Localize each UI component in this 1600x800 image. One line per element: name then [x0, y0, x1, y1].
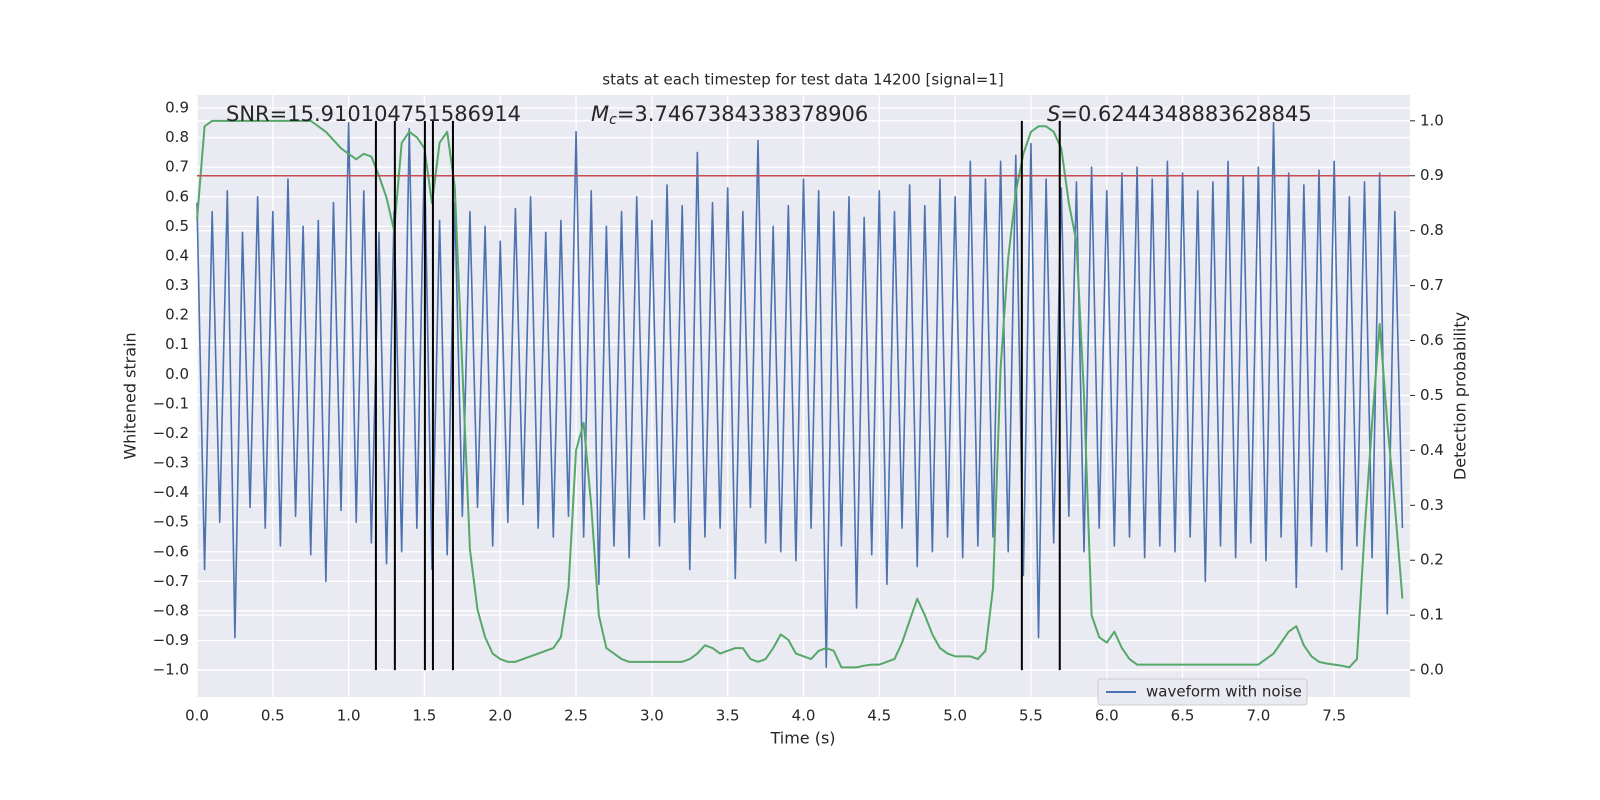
x-tick-label: 5.5: [1019, 707, 1043, 725]
x-tick-label: 7.5: [1322, 707, 1346, 725]
annotation-symbol: S: [1047, 102, 1060, 126]
y-tick-label: −0.2: [153, 424, 189, 442]
x-tick-label: 4.5: [867, 707, 891, 725]
y-tick-label: −0.3: [153, 454, 189, 472]
annotation-value: =3.7467384338378906: [617, 102, 868, 126]
y-tick-label: 0.0: [165, 365, 189, 383]
y-tick-label: −0.8: [153, 601, 189, 619]
chart-title: stats at each timestep for test data 142…: [602, 71, 1003, 89]
legend-label: waveform with noise: [1146, 683, 1302, 701]
y2-tick-label: 0.7: [1420, 276, 1444, 294]
y2-tick-label: 1.0: [1420, 111, 1444, 129]
annotation-symbol: M: [591, 102, 609, 126]
x-tick-label: 2.5: [564, 707, 588, 725]
x-tick-label: 7.0: [1246, 707, 1270, 725]
y2-tick-label: 0.6: [1420, 331, 1444, 349]
x-tick-label: 1.5: [413, 707, 437, 725]
x-tick-label: 0.0: [185, 707, 209, 725]
x-tick-label: 6.5: [1171, 707, 1195, 725]
x-tick-label: 5.0: [943, 707, 967, 725]
y-tick-label: 0.7: [165, 158, 189, 176]
y-tick-label: −0.7: [153, 572, 189, 590]
x-tick-label: 4.0: [792, 707, 816, 725]
x-tick-label: 3.5: [716, 707, 740, 725]
y2-tick-label: 0.4: [1420, 441, 1444, 459]
y-tick-label: 0.5: [165, 217, 189, 235]
y-tick-label: 0.9: [165, 99, 189, 117]
annotation-value: =0.6244348883628845: [1060, 102, 1311, 126]
series-line: [196, 119, 1404, 669]
legend-box: [1097, 678, 1308, 706]
y-tick-label: −0.5: [153, 513, 189, 531]
x-tick-label: 0.5: [261, 707, 285, 725]
y-tick-label: −0.9: [153, 631, 189, 649]
y2-tick-label: 0.3: [1420, 496, 1444, 514]
y-tick-label: −0.6: [153, 542, 189, 560]
x-tick-label: 1.0: [337, 707, 361, 725]
y-tick-label: 0.3: [165, 276, 189, 294]
y2-tick-label: 0.0: [1420, 661, 1444, 679]
y2-tick-label: 0.8: [1420, 221, 1444, 239]
y-tick-label: −0.4: [153, 483, 189, 501]
y2-tick-label: 0.5: [1420, 386, 1444, 404]
y-tick-label: 0.4: [165, 246, 189, 264]
annotation: SNR=15.910104751586914: [226, 102, 521, 126]
y2-tick-label: 0.1: [1420, 606, 1444, 624]
y-tick-label: 0.6: [165, 187, 189, 205]
y-tick-label: −1.0: [153, 661, 189, 679]
x-axis-label: Time (s): [769, 729, 835, 748]
y2-axis-label: Detection probability: [1451, 312, 1470, 480]
y2-tick-label: 0.2: [1420, 551, 1444, 569]
y-tick-label: 0.2: [165, 306, 189, 324]
y-axis-label: Whitened strain: [121, 332, 140, 459]
annotation-subscript: c: [609, 112, 617, 128]
y-tick-label: 0.1: [165, 335, 189, 353]
y-tick-label: −0.1: [153, 394, 189, 412]
x-tick-label: 2.0: [488, 707, 512, 725]
legend: waveform with noise: [1097, 678, 1308, 706]
series-line: [196, 122, 1404, 668]
marks: [196, 119, 1410, 671]
y-tick-label: 0.8: [165, 128, 189, 146]
x-tick-label: 3.0: [640, 707, 664, 725]
x-tick-label: 6.0: [1095, 707, 1119, 725]
annotation: Mc=3.7467384338378906: [591, 102, 868, 128]
annotation: S=0.6244348883628845: [1047, 102, 1312, 126]
y2-tick-label: 0.9: [1420, 166, 1444, 184]
